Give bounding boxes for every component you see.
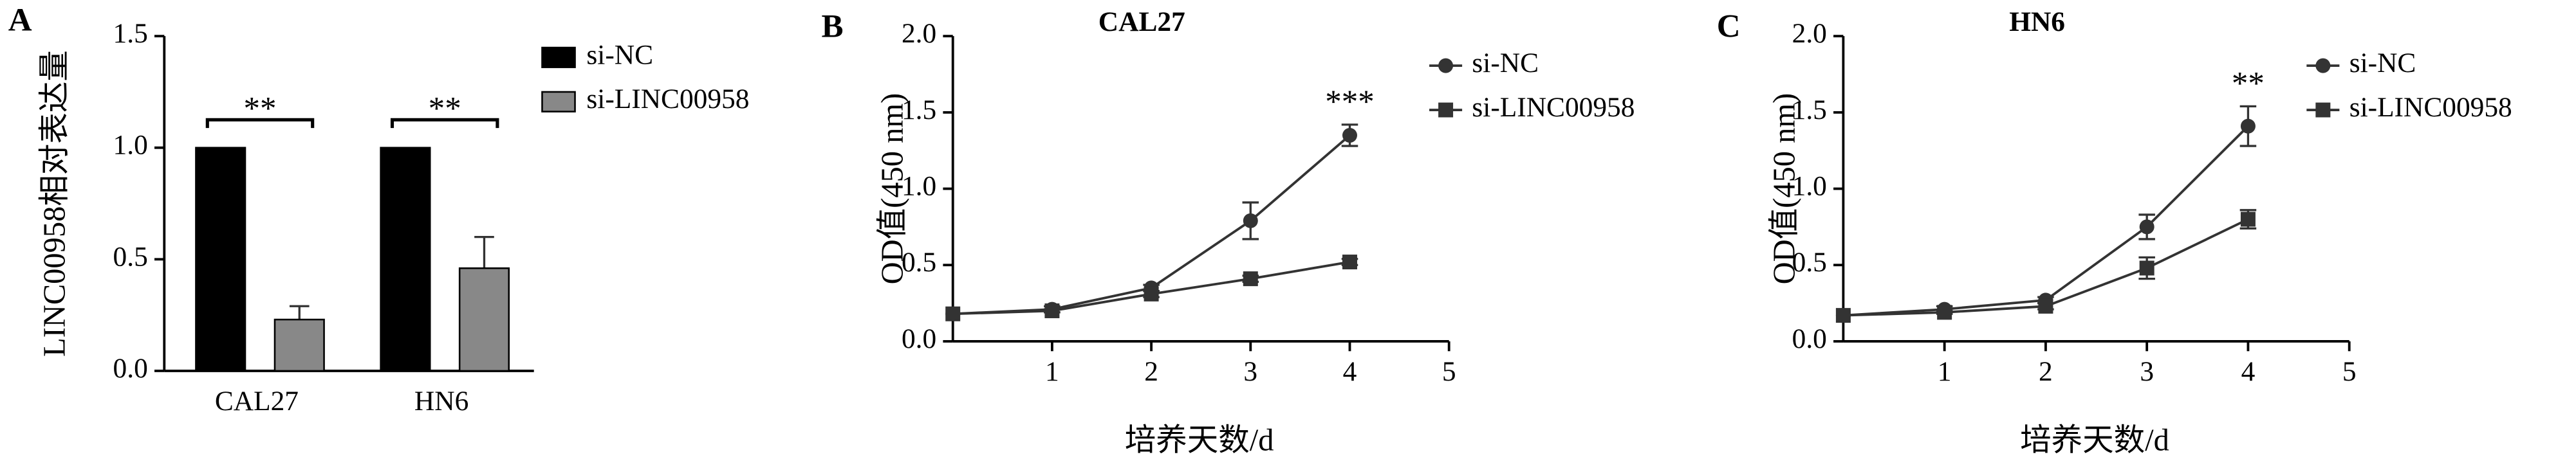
y-tick-label: 0.0 — [902, 323, 936, 354]
x-tick-label: 3 — [2140, 356, 2154, 387]
y-tick-label: 0.5 — [902, 247, 936, 278]
significance-label: *** — [1325, 84, 1375, 120]
y-tick-label: 1.0 — [113, 130, 148, 161]
y-tick-label: 1.5 — [1792, 94, 1827, 125]
legend-label: si-LINC00958 — [1472, 92, 1635, 123]
chart-title: CAL27 — [1098, 6, 1185, 37]
x-tick-label: 5 — [2342, 356, 2357, 387]
x-tick-label: 4 — [1343, 356, 1357, 387]
legend-label: si-LINC00958 — [586, 84, 749, 114]
y-tick-label: 0.5 — [1792, 247, 1827, 278]
y-tick-label: 2.0 — [902, 18, 936, 49]
y-axis-label: LINC00958相对表达量 — [37, 50, 71, 357]
significance-label: ** — [429, 91, 461, 127]
marker — [2038, 298, 2053, 314]
x-tick-label: 1 — [1938, 356, 1952, 387]
y-tick-label: 1.5 — [113, 18, 148, 49]
x-tick-label: CAL27 — [215, 386, 299, 417]
marker — [1342, 255, 1357, 270]
y-tick-label: 2.0 — [1792, 18, 1827, 49]
marker — [2315, 102, 2331, 118]
x-tick-label: 4 — [2241, 356, 2256, 387]
marker — [1243, 213, 1258, 228]
y-tick-label: 0.0 — [1792, 323, 1827, 354]
marker — [1438, 58, 1454, 73]
marker — [2240, 118, 2256, 134]
x-axis-label: 培养天数/d — [2020, 423, 2169, 457]
marker — [945, 306, 961, 321]
marker — [2139, 260, 2154, 276]
x-tick-label: 5 — [1442, 356, 1456, 387]
bar — [273, 318, 325, 372]
marker — [2240, 212, 2256, 227]
y-tick-label: 0.0 — [113, 353, 148, 384]
x-axis-label: 培养天数/d — [1125, 423, 1274, 457]
y-axis-label: OD值(450 nm) — [1768, 93, 1802, 285]
y-tick-label: 0.5 — [113, 241, 148, 272]
significance-bracket — [205, 118, 315, 129]
x-tick-label: 3 — [1243, 356, 1257, 387]
marker — [1835, 308, 1851, 323]
legend-swatch — [541, 91, 576, 113]
panel-label: C — [1717, 9, 1741, 45]
y-tick-label: 1.5 — [902, 94, 936, 125]
marker — [1144, 286, 1159, 302]
marker — [1937, 305, 1952, 320]
legend-label: si-NC — [1472, 48, 1539, 78]
y-tick-label: 1.0 — [1792, 171, 1827, 202]
panel-label: A — [8, 2, 32, 38]
legend-label: si-NC — [586, 39, 653, 70]
x-tick-label: HN6 — [414, 386, 468, 417]
significance-bracket — [390, 118, 499, 129]
x-tick-label: 2 — [2039, 356, 2053, 387]
marker — [1438, 102, 1454, 118]
bar — [195, 147, 246, 372]
significance-label: ** — [243, 91, 276, 127]
bar — [458, 267, 510, 372]
bar — [380, 147, 431, 372]
marker — [1342, 127, 1357, 143]
y-tick-label: 1.0 — [902, 171, 936, 202]
x-tick-label: 2 — [1144, 356, 1158, 387]
marker — [1044, 303, 1060, 318]
legend-label: si-LINC00958 — [2349, 92, 2512, 123]
marker — [2315, 58, 2331, 73]
legend-swatch — [541, 46, 576, 68]
legend-label: si-NC — [2349, 48, 2416, 78]
chart-title: HN6 — [2009, 6, 2065, 37]
x-tick-label: 1 — [1045, 356, 1059, 387]
marker — [2139, 219, 2154, 235]
panel-label: B — [821, 9, 843, 45]
marker — [1243, 271, 1258, 287]
y-axis-label: OD值(450 nm) — [875, 93, 909, 285]
significance-label: ** — [2232, 66, 2265, 102]
series-line — [1843, 125, 2249, 317]
